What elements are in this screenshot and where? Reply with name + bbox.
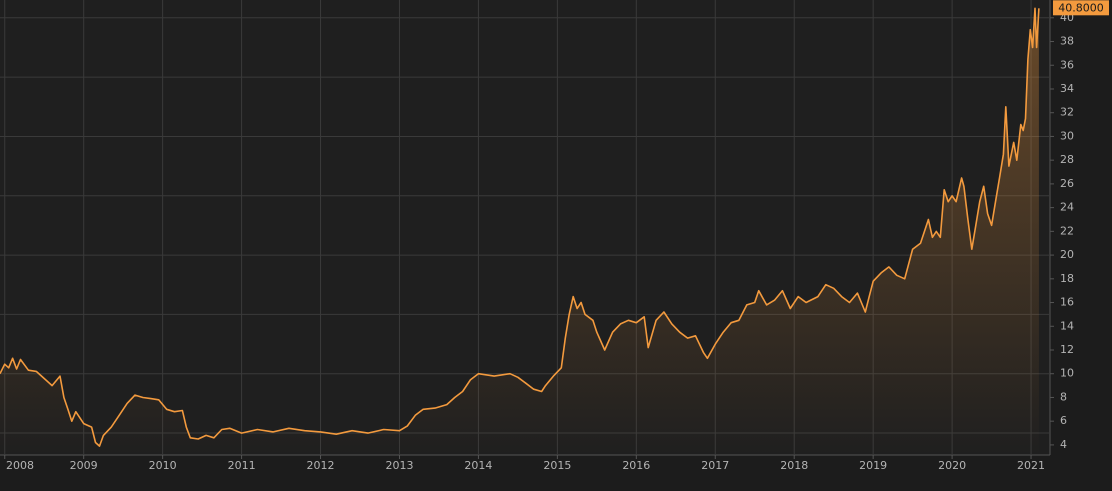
y-tick-label: 30 [1060,129,1074,142]
y-tick-label: 36 [1060,58,1074,71]
last-value-badge [1053,0,1109,16]
last-value-label: 40.8000 [1058,1,1104,14]
y-tick-label: 4 [1060,438,1067,451]
y-tick-label: 16 [1060,296,1074,309]
x-tick-label: 2011 [228,459,256,472]
y-tick-label: 32 [1060,106,1074,119]
y-tick-label: 38 [1060,35,1074,48]
y-tick-label: 6 [1060,414,1067,427]
x-tick-label: 2010 [149,459,177,472]
area [0,8,1039,456]
y-tick-label: 18 [1060,272,1074,285]
x-tick-label: 2020 [938,459,966,472]
y-tick-label: 10 [1060,367,1074,380]
x-tick-label: 2019 [859,459,887,472]
y-tick-label: 28 [1060,153,1074,166]
y-tick-label: 34 [1060,82,1074,95]
price-line [0,7,1040,447]
x-tick-label: 2009 [70,459,98,472]
y-tick-label: 14 [1060,319,1074,332]
x-tick-label: 2012 [307,459,335,472]
x-tick-label: 2014 [464,459,492,472]
x-tick-label: 2015 [543,459,571,472]
x-tick-label: 2013 [385,459,413,472]
y-tick-label: 26 [1060,177,1074,190]
x-tick-label: 2018 [780,459,808,472]
y-tick-label: 8 [1060,390,1067,403]
y-tick-label: 22 [1060,224,1074,237]
x-tick-label: 2021 [1017,459,1045,472]
x-tick-label: 2017 [701,459,729,472]
y-tick-label: 24 [1060,201,1074,214]
y-tick-label: 12 [1060,343,1074,356]
x-tick-label: 2008 [6,459,34,472]
x-tick-label: 2016 [622,459,650,472]
y-tick-label: 20 [1060,248,1074,261]
